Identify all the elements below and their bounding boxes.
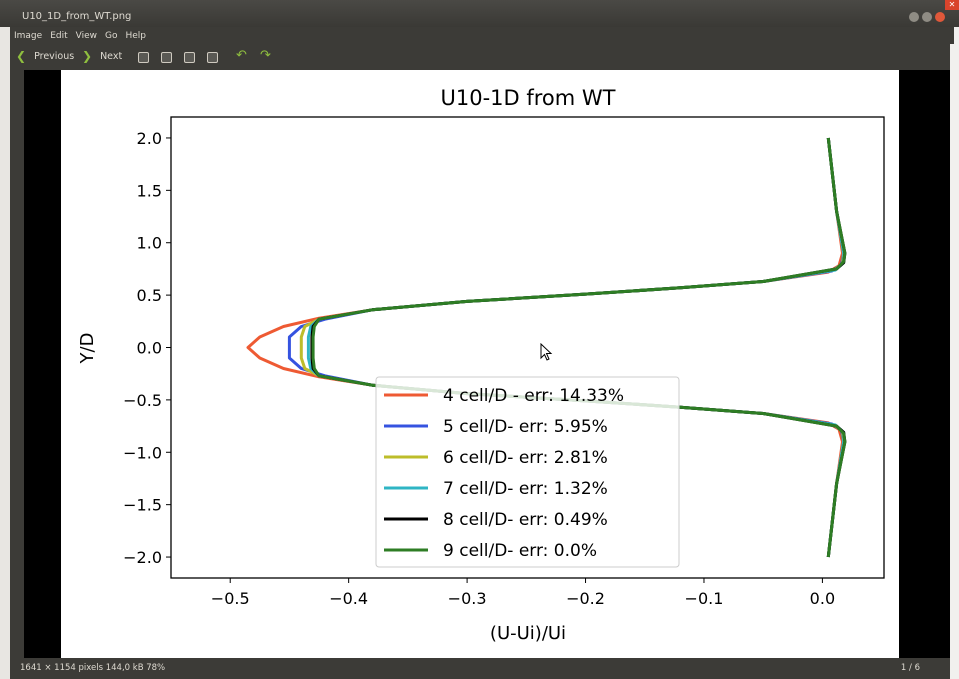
y-tick-label: 1.0 <box>137 234 162 253</box>
close-icon[interactable] <box>935 12 945 22</box>
status-bar: 1641 × 1154 pixels 144,0 kB 78% 1 / 6 <box>10 658 950 679</box>
window-titlebar[interactable]: U10_1D_from_WT.png <box>0 0 959 27</box>
zoom-in-icon[interactable] <box>138 52 149 63</box>
y-tick-label: −1.5 <box>123 496 162 515</box>
toolbar: ❮ Previous ❯ Next ↶ ↷ <box>10 44 950 70</box>
x-tick-label: −0.2 <box>566 589 605 608</box>
legend-entry: 5 cell/D- err: 5.95% <box>443 417 608 437</box>
window-controls <box>909 12 945 22</box>
y-tick-label: 1.5 <box>137 181 162 200</box>
previous-label: Previous <box>34 50 75 62</box>
menu-view[interactable]: View <box>75 30 97 41</box>
rotate-right-icon[interactable]: ↷ <box>260 48 271 63</box>
y-tick-label: −1.0 <box>123 443 162 462</box>
y-axis: 2.0 1.5 1.0 0.5 0.0 −0.5 −1.0 −1.5 −2.0 <box>123 129 171 567</box>
series-line-9-cell <box>311 137 847 558</box>
legend-box <box>375 376 680 568</box>
x-tick-label: −0.3 <box>448 589 487 608</box>
chevron-left-icon: ❮ <box>16 49 27 63</box>
ubuntu-logo-icon: ✕ <box>945 0 959 10</box>
legend-entry: 7 cell/D- err: 1.32% <box>443 479 608 499</box>
legend-entry: 8 cell/D- err: 0.49% <box>443 510 608 530</box>
chevron-right-icon: ❯ <box>82 49 93 63</box>
legend-entry: 6 cell/D- err: 2.81% <box>443 448 608 468</box>
x-axis-label: (U-Ui)/Ui <box>490 623 566 644</box>
y-tick-label: −0.5 <box>123 391 162 410</box>
legend: 4 cell/D - err: 14.33% 5 cell/D- err: 5.9… <box>375 376 680 568</box>
next-label: Next <box>100 50 123 62</box>
background-window-edge-left <box>0 27 10 679</box>
series-layer <box>246 137 847 558</box>
menu-bar: Image Edit View Go Help <box>10 27 954 44</box>
x-tick-label: 0.0 <box>810 589 835 608</box>
window-title: U10_1D_from_WT.png <box>22 11 132 22</box>
zoom-out-icon[interactable] <box>161 52 172 63</box>
legend-entry: 4 cell/D - err: 14.33% <box>443 386 624 406</box>
mouse-pointer-icon <box>540 343 553 361</box>
line-chart: U10-1D from WT −0.5 −0.4 −0.3 −0.2 −0.1 0.0 2… <box>77 86 885 644</box>
menu-go[interactable]: Go <box>104 30 118 41</box>
maximize-icon[interactable] <box>922 12 932 22</box>
zoom-fit-icon[interactable] <box>207 52 218 63</box>
x-axis: −0.5 −0.4 −0.3 −0.2 −0.1 0.0 <box>211 578 835 608</box>
image-canvas: U10-1D from WT −0.5 −0.4 −0.3 −0.2 −0.1 0.0 2… <box>61 70 899 658</box>
y-tick-label: −2.0 <box>123 548 162 567</box>
x-tick-label: −0.1 <box>685 589 724 608</box>
background-window-edge-right <box>950 27 959 679</box>
menu-help[interactable]: Help <box>125 30 146 41</box>
image-info: 1641 × 1154 pixels 144,0 kB 78% <box>20 663 166 673</box>
legend-entry: 9 cell/D- err: 0.0% <box>443 541 597 561</box>
next-button[interactable]: ❯ Next <box>82 49 122 63</box>
menu-image[interactable]: Image <box>14 30 43 41</box>
page-indicator: 1 / 6 <box>900 663 920 673</box>
chart-title: U10-1D from WT <box>440 86 615 110</box>
rotate-left-icon[interactable]: ↶ <box>236 48 247 63</box>
y-tick-label: 0.5 <box>137 286 162 305</box>
y-tick-label: 2.0 <box>137 129 162 148</box>
menu-edit[interactable]: Edit <box>50 30 68 41</box>
previous-button[interactable]: ❮ Previous <box>16 49 74 63</box>
y-tick-label: 0.0 <box>137 339 162 358</box>
x-tick-label: −0.5 <box>211 589 250 608</box>
minimize-icon[interactable] <box>909 12 919 22</box>
x-tick-label: −0.4 <box>329 589 368 608</box>
zoom-normal-icon[interactable] <box>184 52 195 63</box>
y-axis-label: Y/D <box>77 333 98 365</box>
